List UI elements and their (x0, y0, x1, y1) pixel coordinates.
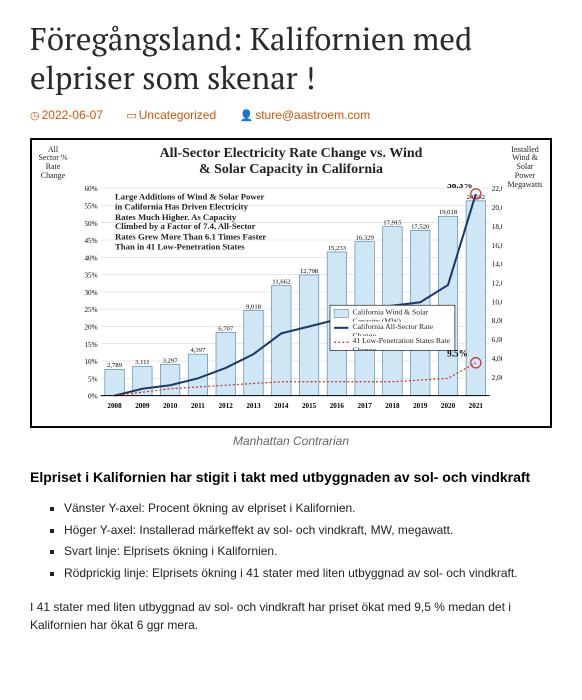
post-author[interactable]: 👤sture@aastroem.com (239, 108, 380, 122)
svg-text:2018: 2018 (385, 401, 400, 409)
svg-text:11,662: 11,662 (272, 278, 290, 285)
svg-text:10%: 10% (84, 358, 97, 366)
svg-text:5%: 5% (88, 375, 98, 383)
list-item: Höger Y-axel: Installerad märkeffekt av … (64, 522, 552, 539)
svg-text:3,111: 3,111 (135, 359, 149, 366)
svg-text:20,000: 20,000 (492, 204, 502, 212)
body-paragraph: I 41 stater med liten utbyggnad av sol- … (30, 598, 552, 634)
svg-text:2012: 2012 (219, 401, 234, 409)
svg-text:2016: 2016 (330, 401, 345, 409)
svg-text:18,000: 18,000 (492, 222, 502, 230)
svg-text:25%: 25% (84, 306, 97, 314)
svg-text:12,000: 12,000 (492, 279, 502, 287)
svg-text:45%: 45% (84, 237, 97, 245)
chart-container: All Sector % Rate Change Installed Wind … (30, 138, 552, 428)
svg-text:58.3%: 58.3% (447, 184, 472, 190)
svg-text:2021: 2021 (469, 401, 484, 409)
svg-text:35%: 35% (84, 271, 97, 279)
post-meta: ◷2022-06-07 ▭Uncategorized 👤sture@aastro… (30, 108, 552, 122)
svg-text:50%: 50% (84, 219, 97, 227)
svg-text:14,000: 14,000 (492, 260, 502, 268)
svg-text:8,000: 8,000 (492, 317, 502, 325)
svg-text:0%: 0% (88, 392, 98, 400)
content-subheading: Elpriset i Kalifornien har stigit i takt… (30, 468, 552, 487)
clock-icon: ◷ (30, 110, 40, 122)
svg-text:2,789: 2,789 (107, 362, 123, 369)
post-category[interactable]: ▭Uncategorized (126, 108, 226, 122)
svg-text:4,000: 4,000 (492, 354, 502, 362)
svg-text:17,915: 17,915 (383, 219, 402, 226)
svg-text:60%: 60% (84, 185, 97, 193)
svg-text:16,000: 16,000 (492, 241, 502, 249)
svg-text:10,000: 10,000 (492, 298, 502, 306)
folder-icon: ▭ (126, 110, 136, 122)
svg-text:6,000: 6,000 (492, 336, 502, 344)
svg-text:17,520: 17,520 (411, 223, 430, 230)
post-title: Föregångsland: Kalifornien med elpriser … (30, 20, 552, 98)
list-item: Svart linje: Elprisets ökning i Kaliforn… (64, 543, 552, 560)
svg-text:40%: 40% (84, 254, 97, 262)
list-item: Rödprickig linje: Elprisets ökning i 41 … (64, 565, 552, 582)
chart-plot: 0% 5% 10% 15% 20% 25% 30% 35% 40% 45% 50% 55% 60% 2,0… (72, 184, 502, 410)
svg-text:2008: 2008 (107, 401, 122, 409)
svg-text:55%: 55% (84, 202, 97, 210)
bullet-list: Vänster Y-axel: Procent ökning av elpris… (30, 500, 552, 582)
svg-text:16,329: 16,329 (356, 234, 375, 241)
svg-text:2019: 2019 (413, 401, 428, 409)
svg-text:19,018: 19,018 (439, 209, 458, 216)
list-item: Vänster Y-axel: Procent ökning av elpris… (64, 500, 552, 517)
svg-text:2013: 2013 (246, 401, 261, 409)
chart-caption: Manhattan Contrarian (30, 434, 552, 448)
svg-text:4,397: 4,397 (190, 347, 206, 354)
svg-text:2017: 2017 (358, 401, 373, 409)
chart-title: All-Sector Electricity Rate Change vs. W… (38, 146, 544, 178)
svg-text:22,000: 22,000 (492, 185, 502, 193)
person-icon: 👤 (239, 110, 253, 122)
svg-text:2010: 2010 (163, 401, 178, 409)
svg-text:3,297: 3,297 (163, 357, 179, 364)
svg-text:30%: 30% (84, 288, 97, 296)
svg-text:9,018: 9,018 (246, 303, 262, 310)
svg-text:12,798: 12,798 (300, 267, 319, 274)
svg-text:2015: 2015 (302, 401, 317, 409)
svg-text:2011: 2011 (191, 401, 205, 409)
svg-text:2020: 2020 (441, 401, 456, 409)
svg-text:2,000: 2,000 (492, 373, 502, 381)
svg-text:6,707: 6,707 (218, 325, 234, 332)
svg-text:15,233: 15,233 (328, 244, 347, 251)
left-axis-label: All Sector % Rate Change (38, 146, 68, 181)
post-date[interactable]: ◷2022-06-07 (30, 108, 113, 122)
svg-text:2009: 2009 (135, 401, 150, 409)
svg-text:15%: 15% (84, 340, 97, 348)
svg-text:2014: 2014 (274, 401, 289, 409)
svg-text:20%: 20% (84, 323, 97, 331)
right-axis-label: Installed Wind & Solar Power Megawatts (506, 146, 544, 190)
